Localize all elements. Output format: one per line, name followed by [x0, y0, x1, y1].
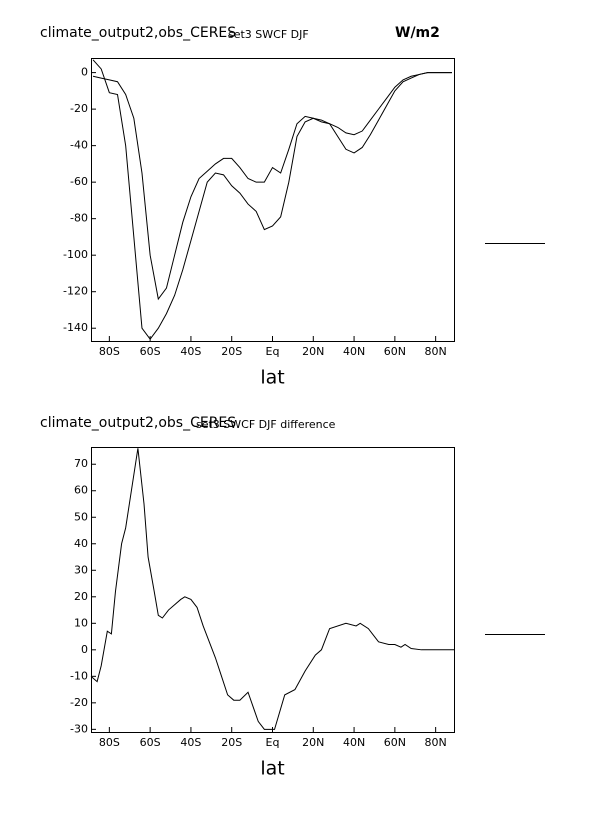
x-tick-label: 20S — [221, 345, 242, 358]
plot-frame — [91, 447, 455, 733]
data-line — [92, 59, 452, 341]
x-tick-label: 60S — [140, 345, 161, 358]
y-tick-label: 30 — [74, 563, 88, 576]
y-tick-label: 40 — [74, 537, 88, 550]
x-tick-label: 80S — [99, 736, 120, 749]
x-tick-label: 60N — [384, 345, 406, 358]
y-tick-label: -40 — [70, 139, 88, 152]
x-tick-label: 40N — [343, 345, 365, 358]
x-tick-label: 20N — [302, 345, 324, 358]
y-tick-label: -60 — [70, 175, 88, 188]
x-tick-label: 80N — [425, 736, 447, 749]
y-tick-label: -20 — [70, 696, 88, 709]
data-line — [92, 72, 452, 301]
y-tick-label: -100 — [63, 248, 88, 261]
chart-title: climate_output2,obs_CERES — [40, 415, 236, 431]
y-tick-label: 20 — [74, 590, 88, 603]
x-tick-label: 40N — [343, 736, 365, 749]
x-tick-label: 60N — [384, 736, 406, 749]
chart-subtitle: set3 SWCF DJF — [228, 28, 309, 41]
y-tick-label: -80 — [70, 212, 88, 225]
chart-title: climate_output2,obs_CERES — [40, 25, 236, 41]
x-tick-label: 40S — [180, 345, 201, 358]
y-tick-label: -120 — [63, 285, 88, 298]
units-label: W/m2 — [395, 25, 440, 41]
y-tick-label: 0 — [81, 643, 88, 656]
y-tick-label: 60 — [74, 484, 88, 497]
x-tick-label: Eq — [266, 736, 280, 749]
y-tick-label: 70 — [74, 457, 88, 470]
x-tick-label: 20S — [221, 736, 242, 749]
y-tick-label: -30 — [70, 722, 88, 735]
x-tick-label: 60S — [140, 736, 161, 749]
y-tick-label: 10 — [74, 616, 88, 629]
x-tick-label: Eq — [266, 345, 280, 358]
data-line — [90, 448, 454, 730]
y-tick-label: -10 — [70, 669, 88, 682]
y-tick-label: 50 — [74, 510, 88, 523]
x-axis-label: lat — [260, 367, 284, 389]
x-tick-label: 20N — [302, 736, 324, 749]
x-tick-label: 80N — [425, 345, 447, 358]
y-tick-label: -140 — [63, 321, 88, 334]
x-axis-label: lat — [260, 758, 284, 780]
chart-subtitle: set3 SWCF DJF difference — [196, 418, 336, 431]
x-tick-label: 40S — [180, 736, 201, 749]
x-tick-label: 80S — [99, 345, 120, 358]
plot-frame — [91, 58, 455, 342]
y-tick-label: -20 — [70, 102, 88, 115]
y-tick-label: 0 — [81, 66, 88, 79]
